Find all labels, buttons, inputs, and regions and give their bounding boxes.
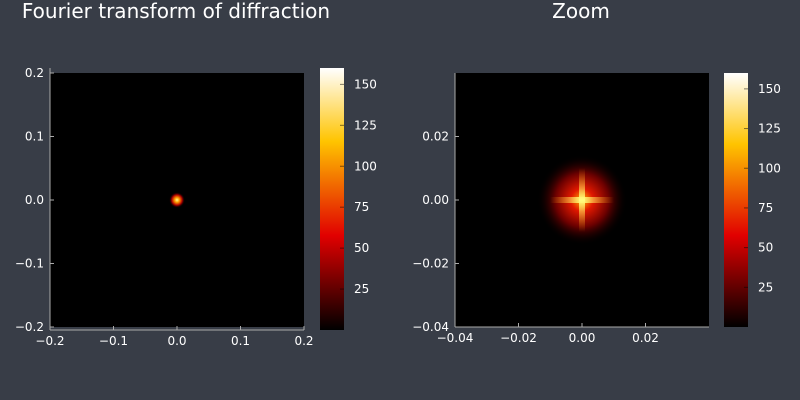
chart-title: Fourier transform of diffraction: [22, 0, 330, 23]
y-tick-label: 0.1: [25, 130, 44, 144]
x-tick-label: 0.02: [632, 331, 659, 345]
colorbar-tick-label: 125: [354, 118, 377, 132]
panel-left: Fourier transform of diffraction −0.2 −0.…: [15, 0, 377, 348]
y-tick-label: 0.00: [422, 193, 449, 207]
x-tick-label: 0.1: [231, 334, 250, 348]
colorbar-ticks: 25 50 75 100 125 150: [340, 77, 377, 296]
colorbar-tick-label: 50: [354, 241, 369, 255]
x-tick-label: −0.2: [35, 334, 64, 348]
y-tick-label: −0.02: [412, 257, 449, 271]
panel-right: Zoom −0.04 −0.02 0.00 0.02 −0.04 −0.02 0.00 0.0…: [412, 0, 781, 345]
colorbar: [320, 68, 344, 330]
colorbar-tick-label: 25: [354, 282, 369, 296]
axes: −0.04 −0.02 0.00 0.02 −0.04 −0.02 0.00 0.02: [412, 73, 709, 345]
colorbar-tick-label: 50: [758, 241, 773, 255]
colorbar-tick-label: 75: [354, 200, 369, 214]
x-tick-label: −0.02: [500, 331, 537, 345]
colorbar-tick-label: 100: [354, 159, 377, 173]
x-tick-label: −0.04: [437, 331, 474, 345]
x-tick-label: 0.2: [294, 334, 313, 348]
y-tick-label: 0.02: [422, 130, 449, 144]
colorbar-tick-label: 150: [758, 82, 781, 96]
x-tick-label: 0.00: [569, 331, 596, 345]
colorbar-tick-label: 75: [758, 201, 773, 215]
x-tick-label: 0.0: [167, 334, 186, 348]
y-tick-label: 0.2: [25, 66, 44, 80]
x-tick-label: −0.1: [99, 334, 128, 348]
colorbar-tick-label: 125: [758, 122, 781, 136]
colorbar-tick-label: 150: [354, 77, 377, 91]
chart-title: Zoom: [552, 0, 610, 23]
axes: −0.2 −0.1 0.0 0.1 0.2 −0.2 −0.1 0.0 0.1 0.2: [15, 66, 314, 348]
colorbar-tick-label: 100: [758, 161, 781, 175]
colorbar-ticks: 25 50 75 100 125 150: [744, 82, 781, 294]
y-tick-label: 0.0: [25, 193, 44, 207]
y-tick-label: −0.1: [15, 257, 44, 271]
diffraction-peak: [169, 192, 185, 208]
y-tick-label: −0.2: [15, 320, 44, 334]
colorbar-tick-label: 25: [758, 280, 773, 294]
diffraction-cross-vertical: [579, 168, 585, 232]
colorbar: [724, 73, 748, 327]
y-tick-label: −0.04: [412, 320, 449, 334]
